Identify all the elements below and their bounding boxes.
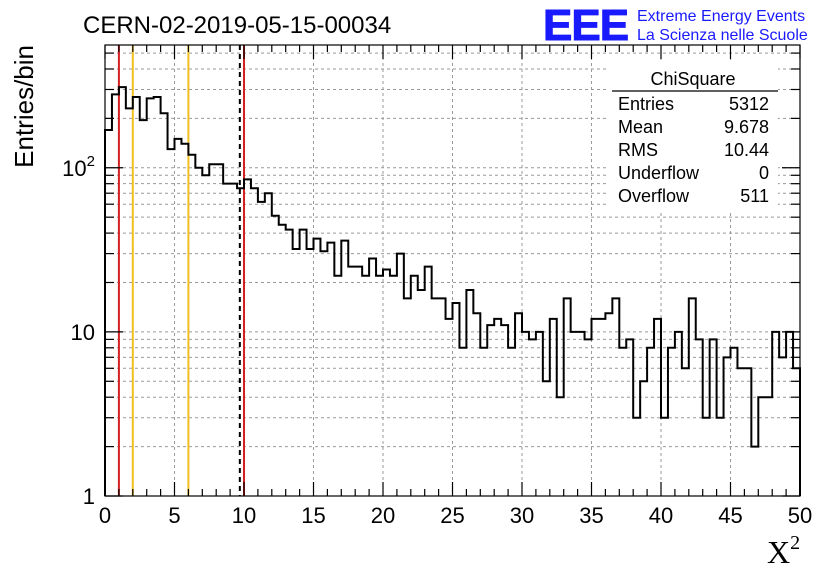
eee-logo: EEE Extreme Energy Events La Scienza nel…: [543, 1, 808, 51]
x-tick-label: 40: [649, 503, 673, 528]
stats-row-label: Mean: [618, 117, 663, 137]
eee-logo-line1: Extreme Energy Events: [637, 8, 805, 25]
y-axis-label: Entries/bin: [9, 45, 39, 168]
x-tick-label: 35: [579, 503, 603, 528]
y-tick-label: 1: [83, 484, 95, 509]
stats-row-value: 0: [759, 163, 769, 183]
stats-row-label: Entries: [618, 94, 674, 114]
x-tick-label: 0: [99, 503, 111, 528]
stats-row-value: 511: [740, 186, 769, 206]
histogram-outline: [104, 86, 801, 496]
plot-frame: [104, 44, 801, 497]
x-tick-label: 10: [232, 503, 256, 528]
grid: [105, 45, 800, 496]
x-tick-label: 50: [788, 503, 812, 528]
y-tick-label-exp: 2: [87, 153, 95, 170]
y-tick-label: 10: [71, 320, 95, 345]
eee-logo-mark: EEE: [543, 1, 628, 50]
y-tick-label-base: 10: [62, 156, 86, 181]
stats-row-label: Overflow: [618, 186, 690, 206]
x-tick-label: 30: [510, 503, 534, 528]
chart-title: CERN-02-2019-05-15-00034: [83, 12, 391, 39]
x-tick-labels: 0 5 10 15 20 25 30 35 40 45 50: [99, 503, 812, 528]
y-tick-label: 102: [62, 153, 95, 181]
x-axis-label-sup: 2: [790, 532, 800, 554]
stats-box-bg: [608, 63, 778, 211]
stats-row-label: Underflow: [618, 163, 700, 183]
x-tick-label: 25: [440, 503, 464, 528]
stats-row-label: RMS: [618, 140, 658, 160]
reference-lines: [117, 45, 245, 496]
stats-rows: Entries 5312 Mean 9.678 RMS 10.44 Underflow 0 Ov…: [618, 94, 769, 206]
stats-row-value: 9.678: [724, 117, 769, 137]
x-tick-label: 15: [301, 503, 325, 528]
eee-logo-line2: La Scienza nelle Scuole: [637, 27, 808, 44]
x-tick-label: 20: [371, 503, 395, 528]
stats-row-value: 5312: [729, 94, 769, 114]
x-tick-label: 45: [718, 503, 742, 528]
x-axis-label-base: X: [767, 534, 790, 570]
x-axis-label: X2: [767, 532, 800, 570]
stats-row-value: 10.44: [724, 140, 769, 160]
axis-ticks: [104, 45, 801, 497]
stats-box-title: ChiSquare: [650, 69, 735, 89]
stats-box: ChiSquare Entries 5312 Mean 9.678 RMS 10.44 Un…: [608, 63, 778, 211]
x-tick-label: 5: [168, 503, 180, 528]
